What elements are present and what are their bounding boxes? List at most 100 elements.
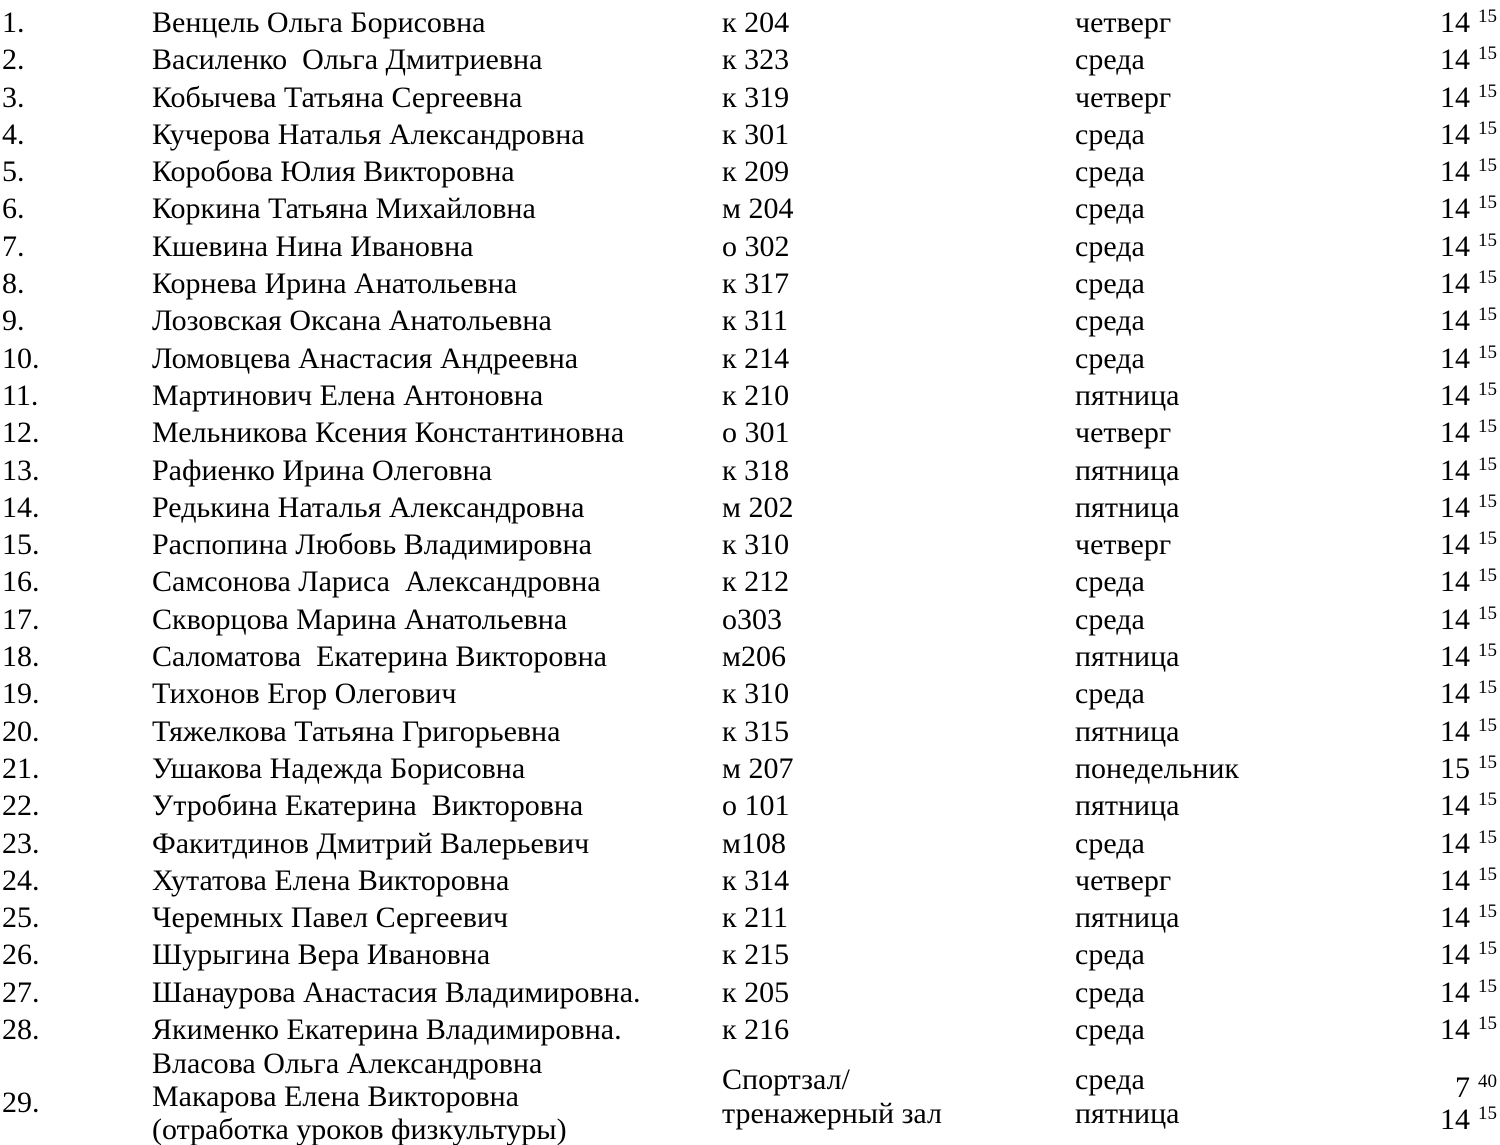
teacher-name: Саломатова Екатерина Викторовна [152,640,607,674]
time-value: 14 15 [1440,117,1497,151]
day-of-week: понедельник [1075,751,1239,785]
time-hour: 14 [1440,6,1470,39]
time-value: 7 40 [1455,1071,1497,1105]
day-of-week: пятница [1075,901,1180,935]
room-number: м 202 [722,490,794,524]
time-value: 14 15 [1440,975,1497,1009]
time-value: 14 15 [1440,1103,1497,1137]
room-number: к 314 [722,863,790,897]
row-number: 16. [2,565,40,599]
row-number: 7. [2,229,25,263]
row-number: 20. [2,714,40,748]
time-hour: 14 [1440,43,1470,77]
time-hour: 14 [1440,975,1470,1009]
table-row: 25. Черемных Павел Сергеевич к 211 пятни… [0,899,1500,936]
row-number: 25. [2,901,40,935]
room-number: к 301 [722,117,790,151]
room-number: к 323 [722,43,790,77]
room-number: к 310 [722,528,790,562]
time-value: 14 15 [1440,155,1497,189]
time-hour: 14 [1440,714,1470,748]
room-line: тренажерный зал [722,1097,942,1131]
time-hour: 14 [1440,1013,1470,1047]
teacher-name: Самсонова Лариса Александровна [152,565,601,599]
teacher-name: Хутатова Елена Викторовна [152,863,510,897]
time-value: 14 15 [1440,938,1497,972]
time-hour: 14 [1440,677,1470,711]
day-of-week: пятница [1075,453,1180,487]
time-hour: 14 [1440,863,1470,897]
time-hour: 14 [1440,229,1470,263]
table-row: 11. Мартинович Елена Антоновна к 210 пят… [0,377,1500,414]
table-row: 20. Тяжелкова Татьяна Григорьевна к 315 … [0,713,1500,750]
time-hour: 14 [1440,341,1470,375]
room-number: к 209 [722,155,790,189]
day-of-week: пятница [1075,714,1180,748]
row-number: 23. [2,826,40,860]
row-number: 26. [2,938,40,972]
time-value: 14 15 [1440,192,1497,226]
day-of-week: среда [1075,938,1145,972]
table-row: 6. Коркина Татьяна Михайловна м 204 сред… [0,190,1500,227]
table-row: 12. Мельникова Ксения Константиновна о 3… [0,414,1500,451]
day-of-week: пятница [1075,789,1180,823]
row-number: 12. [2,416,40,450]
day-of-week: среда [1075,43,1145,77]
time-hour: 14 [1440,80,1470,114]
time-hour: 14 [1440,267,1470,301]
time-value: 14 15 [1440,6,1497,39]
time-hour: 14 [1440,565,1470,599]
teacher-name: Коробова Юлия Викторовна [152,155,515,189]
row-number: 2. [2,43,25,77]
time-value: 14 15 [1440,863,1497,897]
teacher-name: Коркина Татьяна Михайловна [152,192,536,226]
day-of-week: четверг [1075,863,1172,897]
table-row: 3. Кобычева Татьяна Сергеевна к 319 четв… [0,79,1500,116]
row-number: 28. [2,1013,40,1047]
teacher-name: Шанаурова Анастасия Владимировна. [152,975,641,1009]
room-number: о 301 [722,416,790,450]
day-of-week: среда [1075,155,1145,189]
room-number: к 214 [722,341,790,375]
row-number: 24. [2,863,40,897]
teacher-name: Якименко Екатерина Владимировна. [152,1013,622,1047]
day-of-week: среда [1075,192,1145,226]
room-number: к 205 [722,975,790,1009]
table-row: 19. Тихонов Егор Олегович к 310 среда 14… [0,675,1500,712]
time-value: 14 15 [1440,267,1497,301]
teacher-name: Мельникова Ксения Константиновна [152,416,625,450]
room-number: к 211 [722,901,788,935]
teacher-name: Корнева Ирина Анатольевна [152,267,518,301]
day-of-week: четверг [1075,528,1172,562]
time-value: 14 15 [1440,80,1497,114]
table-row: 28. Якименко Екатерина Владимировна. к 2… [0,1011,1500,1048]
day-of-week: пятница [1075,490,1180,524]
room-number: к 315 [722,714,790,748]
room-number: к 319 [722,80,790,114]
row-number: 22. [2,789,40,823]
teacher-name: Кшевина Нина Ивановна [152,229,474,263]
table-row: 7. Кшевина Нина Ивановна о 302 среда 14 1… [0,228,1500,265]
day-of-week: среда [1075,229,1145,263]
teacher-name: Скворцова Марина Анатольевна [152,602,568,636]
table-row: 13. Рафиенко Ирина Олеговна к 318 пятниц… [0,452,1500,489]
table-row: 9. Лозовская Оксана Анатольевна к 311 ср… [0,302,1500,339]
time-value: 14 15 [1440,1013,1497,1047]
row-number: 11. [2,378,39,412]
table-row: 24. Хутатова Елена Викторовна к 314 четв… [0,862,1500,899]
time-value: 14 15 [1440,416,1497,450]
teacher-name: Василенко Ольга Дмитриевна [152,43,543,77]
day-line: пятница [1075,1097,1180,1131]
time-value: 14 15 [1440,528,1497,562]
table-row: 14. Редькина Наталья Александровна м 202… [0,489,1500,526]
time-hour: 14 [1440,640,1470,674]
room-number: о 302 [722,229,790,263]
time-hour: 14 [1440,789,1470,823]
time-hour: 14 [1440,602,1470,636]
row-number: 9. [2,304,25,338]
room-number: к 210 [722,378,790,412]
time-hour: 14 [1440,528,1470,562]
time-value: 14 15 [1440,43,1497,77]
day-of-week: среда [1075,1013,1145,1047]
